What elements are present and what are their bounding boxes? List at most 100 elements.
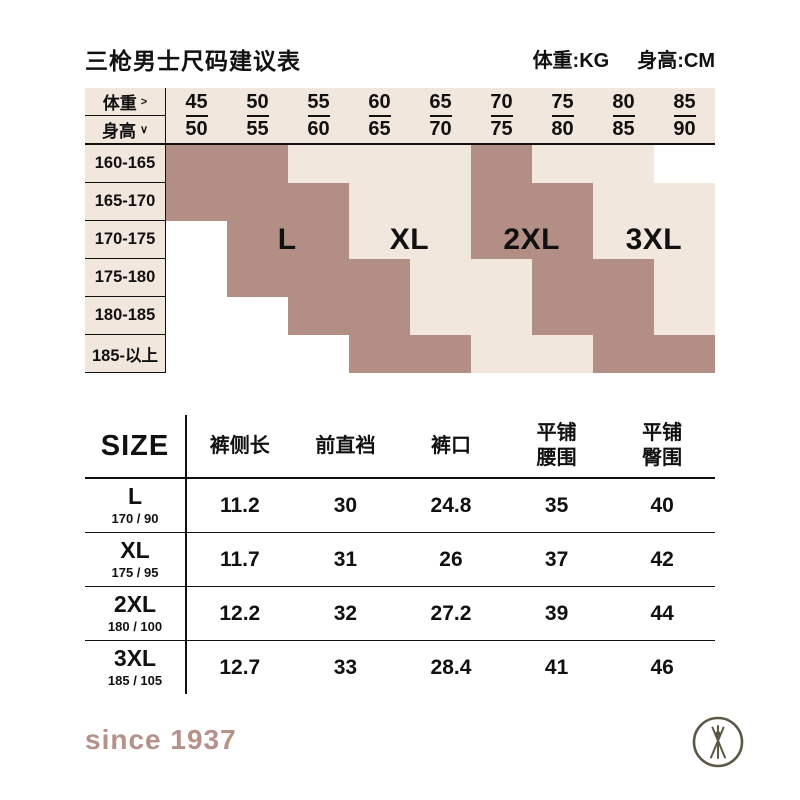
spec-header-line1: 平铺 (536, 422, 577, 444)
spec-row-l: L 170 / 90 11.2 30 24.8 35 40 (85, 479, 715, 533)
matrix-cell (166, 335, 227, 373)
matrix-cell (349, 183, 410, 221)
height-unit-label: 身高:CM (637, 50, 715, 72)
spec-table-header: SIZE 裤侧长 前直裆 裤口 平铺腰围 平铺 臀围 (85, 415, 715, 479)
matrix-cell (349, 335, 410, 373)
weight-range-header: 65 70 (410, 88, 471, 143)
size-cell: L 170 / 90 (85, 479, 187, 532)
weight-bottom-value: 75 (490, 117, 513, 140)
matrix-cell (227, 183, 288, 221)
chevron-right-icon: > (140, 95, 148, 108)
matrix-row: 160-165 (85, 145, 715, 183)
matrix-corner-cell: 体重 > 身高 ∨ (85, 88, 166, 143)
size-name: L (127, 483, 143, 509)
matrix-row: 185-以上 (85, 335, 715, 373)
weight-range-header: 60 65 (349, 88, 410, 143)
matrix-cell (410, 259, 471, 297)
spec-value-cell: 12.7 (219, 655, 261, 679)
range-divider (490, 114, 513, 117)
spec-value-cell: 24.8 (430, 493, 472, 517)
spec-header-line1: 前直裆 (315, 434, 376, 457)
matrix-cell (166, 183, 227, 221)
spec-header-line1: 裤口 (430, 434, 471, 457)
weight-range-header: 80 85 (593, 88, 654, 143)
height-row-header: 180-185 (85, 297, 166, 335)
corner-height-label: 身高 (101, 122, 136, 141)
matrix-cell (166, 259, 227, 297)
weight-bottom-value: 60 (307, 117, 330, 140)
matrix-cell (471, 259, 532, 297)
height-weight-matrix: 体重 > 身高 ∨ 45 50 50 55 55 60 60 65 65 70 70 75 75 80 80… (85, 88, 715, 373)
matrix-row: 165-170 (85, 183, 715, 221)
height-row-header: 170-175 (85, 221, 166, 259)
spec-column-header: 平铺 臀围 (609, 415, 715, 477)
weight-range-header: 55 60 (288, 88, 349, 143)
weight-bottom-value: 80 (551, 117, 574, 140)
matrix-cell (471, 145, 532, 183)
range-divider (307, 114, 330, 117)
spec-value-cell: 40 (650, 493, 674, 517)
spec-header-line2: 腰围 (536, 447, 577, 469)
weight-bottom-value: 70 (429, 117, 452, 140)
size-cell: XL 175 / 95 (85, 533, 187, 586)
spec-value-cell: 27.2 (430, 601, 472, 625)
matrix-cell (349, 259, 410, 297)
matrix-cell (593, 259, 654, 297)
spec-value-cell: 35 (544, 493, 569, 517)
matrix-cell (410, 335, 471, 373)
spec-values: 11.2 30 24.8 35 40 (187, 479, 715, 532)
brand-since-text: since 1937 (85, 724, 237, 755)
range-divider (246, 114, 269, 117)
spec-value-cell: 31 (333, 547, 358, 571)
matrix-body: L XL 2XL 3XL 160-165 165-170 170-175 175-180 18… (85, 145, 715, 373)
height-row-header: 165-170 (85, 183, 166, 221)
chevron-down-icon: ∨ (139, 124, 149, 136)
weight-top-value: 45 (185, 90, 208, 113)
spec-value-cell: 12.2 (219, 601, 261, 625)
matrix-cell (288, 259, 349, 297)
range-divider (612, 114, 635, 117)
size-name: 3XL (113, 645, 157, 671)
range-divider (185, 114, 208, 117)
weight-top-value: 70 (490, 90, 513, 113)
size-name: XL (120, 537, 150, 563)
spec-value-cell: 28.4 (430, 655, 472, 679)
height-row-header: 175-180 (85, 259, 166, 297)
matrix-cell (227, 259, 288, 297)
weight-range-header: 45 50 (166, 88, 227, 143)
size-spec: 175 / 95 (111, 565, 159, 580)
matrix-cell (227, 297, 288, 335)
matrix-cell (288, 183, 349, 221)
size-column-header: SIZE (85, 415, 187, 477)
matrix-cell (471, 221, 532, 259)
spec-header-line1: 裤侧长 (209, 434, 270, 457)
corner-height-row: 身高 ∨ (85, 116, 165, 143)
weight-top-value: 80 (612, 90, 635, 113)
spec-column-header: 裤口 (398, 415, 504, 477)
spec-row-3xl: 3XL 185 / 105 12.7 33 28.4 41 46 (85, 641, 715, 694)
range-divider (673, 114, 696, 117)
spec-value-cell: 42 (650, 547, 674, 571)
matrix-cell (593, 335, 654, 373)
matrix-header-row: 体重 > 身高 ∨ 45 50 50 55 55 60 60 65 65 70 70 75 75 80 80… (85, 88, 715, 145)
units-note: 体重:KG 身高:CM (533, 44, 715, 73)
weight-top-value: 55 (307, 90, 330, 113)
spec-value-cell: 30 (333, 493, 358, 517)
weight-top-value: 65 (429, 90, 452, 113)
spec-value-cell: 11.2 (219, 493, 260, 517)
spec-row-xl: XL 175 / 95 11.7 31 26 37 42 (85, 533, 715, 587)
matrix-cell (532, 183, 593, 221)
spec-value-cell: 32 (333, 601, 358, 625)
spec-values: 11.7 31 26 37 42 (187, 533, 715, 586)
matrix-cell (532, 221, 593, 259)
matrix-cell (288, 145, 349, 183)
matrix-cell (532, 145, 593, 183)
matrix-row: 170-175 (85, 221, 715, 259)
matrix-cell (654, 259, 715, 297)
spec-value-cell: 37 (544, 547, 569, 571)
size-spec-table: SIZE 裤侧长 前直裆 裤口 平铺腰围 平铺 臀围 L 170 / 90 11.2 30 24.… (85, 415, 715, 694)
weight-bottom-value: 90 (673, 117, 696, 140)
size-cell: 3XL 185 / 105 (85, 641, 187, 694)
matrix-cell (349, 145, 410, 183)
